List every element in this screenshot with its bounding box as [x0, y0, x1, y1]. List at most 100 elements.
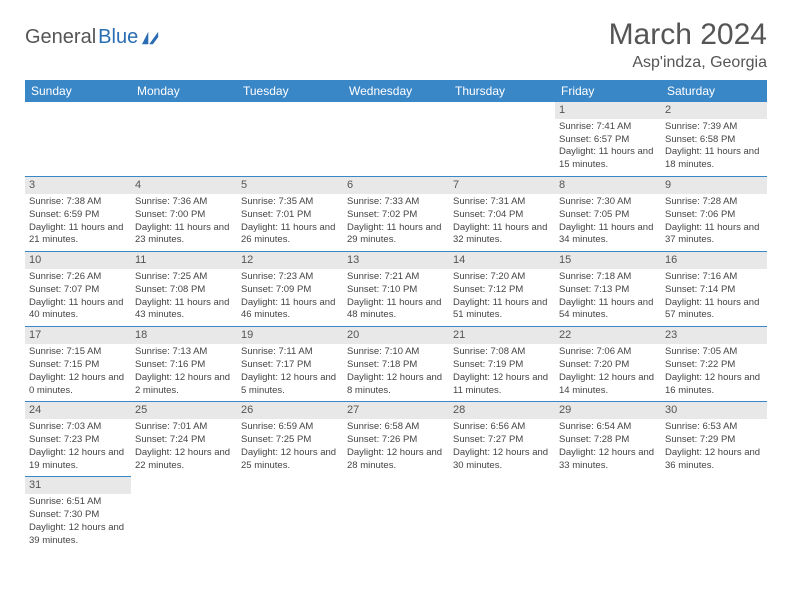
- day-cell: 10Sunrise: 7:26 AMSunset: 7:07 PMDayligh…: [25, 252, 131, 327]
- day-number: 27: [343, 402, 449, 419]
- day-number: 15: [555, 252, 661, 269]
- sunset-text: Sunset: 6:58 PM: [665, 134, 763, 147]
- day-cell: 8Sunrise: 7:30 AMSunset: 7:05 PMDaylight…: [555, 177, 661, 252]
- day-cell: 21Sunrise: 7:08 AMSunset: 7:19 PMDayligh…: [449, 327, 555, 402]
- sunset-text: Sunset: 7:30 PM: [29, 509, 127, 522]
- day-cell: 11Sunrise: 7:25 AMSunset: 7:08 PMDayligh…: [131, 252, 237, 327]
- day-number: 31: [25, 477, 131, 494]
- location: Asp'indza, Georgia: [609, 54, 767, 72]
- sunset-text: Sunset: 7:28 PM: [559, 434, 657, 447]
- day-header-wednesday: Wednesday: [343, 80, 449, 102]
- sunset-text: Sunset: 7:08 PM: [135, 284, 233, 297]
- day-cell: [131, 102, 237, 177]
- daylight-text: Daylight: 11 hours and 29 minutes.: [347, 222, 445, 248]
- daylight-text: Daylight: 11 hours and 26 minutes.: [241, 222, 339, 248]
- day-number: 5: [237, 177, 343, 194]
- day-header-friday: Friday: [555, 80, 661, 102]
- sunset-text: Sunset: 7:12 PM: [453, 284, 551, 297]
- daylight-text: Daylight: 12 hours and 5 minutes.: [241, 372, 339, 398]
- day-header-sunday: Sunday: [25, 80, 131, 102]
- day-cell: 12Sunrise: 7:23 AMSunset: 7:09 PMDayligh…: [237, 252, 343, 327]
- sunset-text: Sunset: 7:04 PM: [453, 209, 551, 222]
- day-cell: 5Sunrise: 7:35 AMSunset: 7:01 PMDaylight…: [237, 177, 343, 252]
- day-cell: 20Sunrise: 7:10 AMSunset: 7:18 PMDayligh…: [343, 327, 449, 402]
- logo-text-general: General: [25, 26, 96, 49]
- day-cell: 30Sunrise: 6:53 AMSunset: 7:29 PMDayligh…: [661, 402, 767, 477]
- daylight-text: Daylight: 11 hours and 40 minutes.: [29, 297, 127, 323]
- sunset-text: Sunset: 7:17 PM: [241, 359, 339, 372]
- day-number: 9: [661, 177, 767, 194]
- day-number: 3: [25, 177, 131, 194]
- daylight-text: Daylight: 12 hours and 11 minutes.: [453, 372, 551, 398]
- sunset-text: Sunset: 7:26 PM: [347, 434, 445, 447]
- day-number: 30: [661, 402, 767, 419]
- week-row: 3Sunrise: 7:38 AMSunset: 6:59 PMDaylight…: [25, 177, 767, 252]
- month-title: March 2024: [609, 18, 767, 52]
- logo: General Blue: [25, 26, 160, 49]
- sunset-text: Sunset: 7:13 PM: [559, 284, 657, 297]
- day-cell: 13Sunrise: 7:21 AMSunset: 7:10 PMDayligh…: [343, 252, 449, 327]
- week-row: 31Sunrise: 6:51 AMSunset: 7:30 PMDayligh…: [25, 477, 767, 552]
- day-cell: 7Sunrise: 7:31 AMSunset: 7:04 PMDaylight…: [449, 177, 555, 252]
- logo-text-blue: Blue: [98, 26, 138, 49]
- day-number: 14: [449, 252, 555, 269]
- sunrise-text: Sunrise: 7:01 AM: [135, 421, 233, 434]
- sunrise-text: Sunrise: 7:41 AM: [559, 121, 657, 134]
- daylight-text: Daylight: 12 hours and 8 minutes.: [347, 372, 445, 398]
- day-cell: 27Sunrise: 6:58 AMSunset: 7:26 PMDayligh…: [343, 402, 449, 477]
- daylight-text: Daylight: 11 hours and 18 minutes.: [665, 146, 763, 172]
- daylight-text: Daylight: 12 hours and 14 minutes.: [559, 372, 657, 398]
- calendar-table: SundayMondayTuesdayWednesdayThursdayFrid…: [25, 80, 767, 552]
- sunrise-text: Sunrise: 6:58 AM: [347, 421, 445, 434]
- day-cell: 15Sunrise: 7:18 AMSunset: 7:13 PMDayligh…: [555, 252, 661, 327]
- day-cell: [449, 102, 555, 177]
- day-cell: 23Sunrise: 7:05 AMSunset: 7:22 PMDayligh…: [661, 327, 767, 402]
- day-number: 26: [237, 402, 343, 419]
- day-number: 10: [25, 252, 131, 269]
- flag-icon: [142, 31, 160, 45]
- day-number: 29: [555, 402, 661, 419]
- sunset-text: Sunset: 7:23 PM: [29, 434, 127, 447]
- daylight-text: Daylight: 11 hours and 23 minutes.: [135, 222, 233, 248]
- sunrise-text: Sunrise: 7:03 AM: [29, 421, 127, 434]
- day-cell: [449, 477, 555, 552]
- day-number: 18: [131, 327, 237, 344]
- sunrise-text: Sunrise: 7:16 AM: [665, 271, 763, 284]
- sunset-text: Sunset: 7:00 PM: [135, 209, 233, 222]
- sunset-text: Sunset: 7:19 PM: [453, 359, 551, 372]
- sunset-text: Sunset: 7:24 PM: [135, 434, 233, 447]
- daylight-text: Daylight: 11 hours and 46 minutes.: [241, 297, 339, 323]
- sunrise-text: Sunrise: 6:53 AM: [665, 421, 763, 434]
- sunrise-text: Sunrise: 7:21 AM: [347, 271, 445, 284]
- daylight-text: Daylight: 11 hours and 43 minutes.: [135, 297, 233, 323]
- daylight-text: Daylight: 12 hours and 16 minutes.: [665, 372, 763, 398]
- daylight-text: Daylight: 12 hours and 36 minutes.: [665, 447, 763, 473]
- sunrise-text: Sunrise: 7:30 AM: [559, 196, 657, 209]
- day-header-tuesday: Tuesday: [237, 80, 343, 102]
- daylight-text: Daylight: 11 hours and 21 minutes.: [29, 222, 127, 248]
- day-number: 8: [555, 177, 661, 194]
- day-cell: [237, 102, 343, 177]
- sunrise-text: Sunrise: 7:10 AM: [347, 346, 445, 359]
- day-cell: [131, 477, 237, 552]
- day-cell: [555, 477, 661, 552]
- sunrise-text: Sunrise: 7:35 AM: [241, 196, 339, 209]
- day-cell: [661, 477, 767, 552]
- daylight-text: Daylight: 12 hours and 2 minutes.: [135, 372, 233, 398]
- sunset-text: Sunset: 7:20 PM: [559, 359, 657, 372]
- day-cell: 26Sunrise: 6:59 AMSunset: 7:25 PMDayligh…: [237, 402, 343, 477]
- sunrise-text: Sunrise: 6:56 AM: [453, 421, 551, 434]
- sunrise-text: Sunrise: 7:15 AM: [29, 346, 127, 359]
- sunrise-text: Sunrise: 7:26 AM: [29, 271, 127, 284]
- day-cell: 6Sunrise: 7:33 AMSunset: 7:02 PMDaylight…: [343, 177, 449, 252]
- daylight-text: Daylight: 12 hours and 22 minutes.: [135, 447, 233, 473]
- day-cell: 19Sunrise: 7:11 AMSunset: 7:17 PMDayligh…: [237, 327, 343, 402]
- day-number: 25: [131, 402, 237, 419]
- sunrise-text: Sunrise: 7:13 AM: [135, 346, 233, 359]
- daylight-text: Daylight: 12 hours and 25 minutes.: [241, 447, 339, 473]
- sunset-text: Sunset: 7:10 PM: [347, 284, 445, 297]
- daylight-text: Daylight: 11 hours and 51 minutes.: [453, 297, 551, 323]
- sunrise-text: Sunrise: 7:38 AM: [29, 196, 127, 209]
- day-number: 7: [449, 177, 555, 194]
- sunset-text: Sunset: 7:22 PM: [665, 359, 763, 372]
